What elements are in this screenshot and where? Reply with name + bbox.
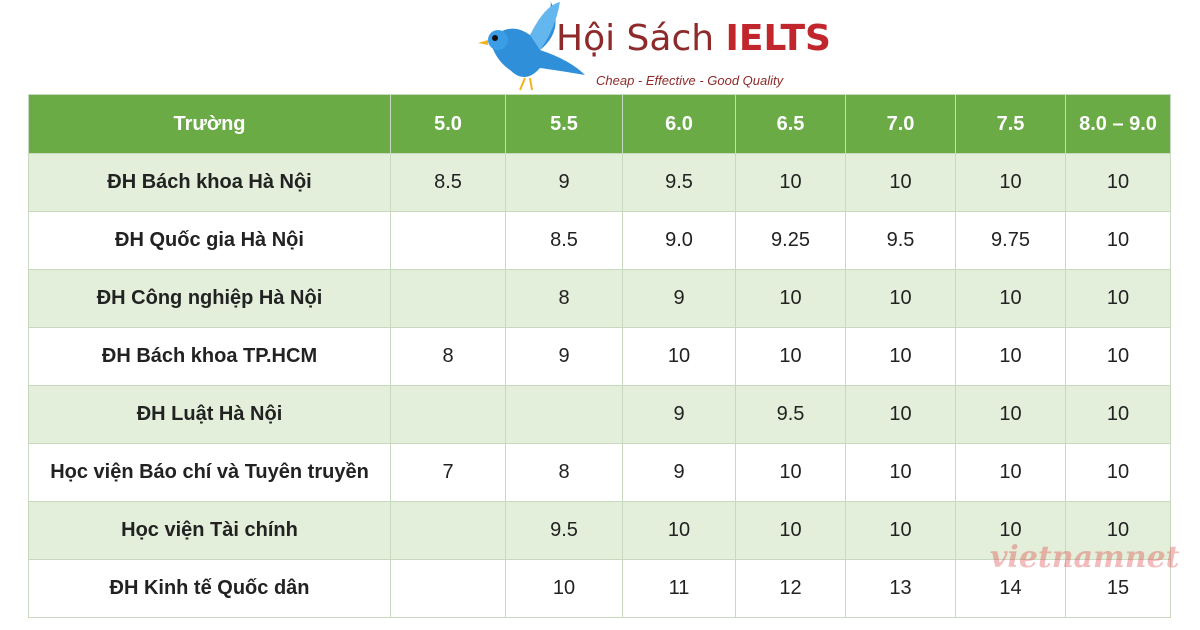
score-cell: 10 (1065, 385, 1171, 444)
score-cell: 10 (505, 559, 623, 618)
score-cell: 9.25 (735, 211, 846, 270)
school-name: ĐH Kinh tế Quốc dân (28, 559, 391, 618)
score-cell: 15 (1065, 559, 1171, 618)
score-cell: 9.0 (622, 211, 736, 270)
score-cell: 9.75 (955, 211, 1066, 270)
table-row: ĐH Bách khoa Hà Nội 8.5 9 9.5 10 10 10 10 (28, 153, 1171, 212)
score-cell: 10 (845, 269, 956, 328)
school-name: ĐH Bách khoa TP.HCM (28, 327, 391, 386)
score-cell: 11 (622, 559, 736, 618)
school-name: ĐH Luật Hà Nội (28, 385, 391, 444)
column-header: 8.0 – 9.0 (1065, 94, 1171, 154)
score-cell (390, 211, 506, 270)
header-row: Trường 5.0 5.5 6.0 6.5 7.0 7.5 8.0 – 9.0 (28, 94, 1171, 154)
bird-logo (478, 0, 585, 91)
score-cell: 10 (955, 385, 1066, 444)
score-cell: 10 (622, 501, 736, 560)
score-cell (390, 269, 506, 328)
score-cell: 10 (735, 269, 846, 328)
score-cell: 10 (735, 327, 846, 386)
score-cell: 9 (622, 269, 736, 328)
score-cell: 9.5 (622, 153, 736, 212)
score-cell: 10 (1065, 153, 1171, 212)
table-row: Học viện Tài chính 9.5 10 10 10 10 10 (28, 501, 1171, 560)
score-cell: 10 (1065, 269, 1171, 328)
score-cell: 8 (505, 443, 623, 502)
score-cell: 10 (1065, 501, 1171, 560)
score-cell: 9 (622, 443, 736, 502)
score-cell: 9 (622, 385, 736, 444)
brand-name: Hội Sách (556, 18, 715, 59)
tagline: Cheap - Effective - Good Quality (596, 73, 784, 88)
column-header: Trường (28, 94, 391, 154)
score-cell: 8 (390, 327, 506, 386)
school-name: ĐH Bách khoa Hà Nội (28, 153, 391, 212)
score-cell: 10 (845, 153, 956, 212)
score-cell: 10 (735, 443, 846, 502)
score-cell (390, 559, 506, 618)
score-cell: 10 (1065, 211, 1171, 270)
score-cell: 10 (1065, 327, 1171, 386)
score-cell: 10 (1065, 443, 1171, 502)
score-cell: 10 (955, 327, 1066, 386)
brand: Hội Sách IELTS (556, 18, 831, 59)
score-cell (390, 501, 506, 560)
score-cell: 9.5 (735, 385, 846, 444)
score-cell: 9.5 (845, 211, 956, 270)
score-cell: 10 (845, 501, 956, 560)
score-cell: 8.5 (505, 211, 623, 270)
score-cell: 10 (955, 153, 1066, 212)
score-table: Trường 5.0 5.5 6.0 6.5 7.0 7.5 8.0 – 9.0 ĐH Bác… (28, 94, 1171, 618)
column-header: 5.0 (390, 94, 506, 154)
table-row: ĐH Kinh tế Quốc dân 10 11 12 13 14 15 (28, 559, 1171, 618)
table-row: ĐH Công nghiệp Hà Nội 8 9 10 10 10 10 (28, 269, 1171, 328)
score-cell: 10 (845, 443, 956, 502)
score-cell (505, 385, 623, 444)
score-cell: 9.5 (505, 501, 623, 560)
score-cell (390, 385, 506, 444)
table-row: ĐH Quốc gia Hà Nội 8.5 9.0 9.25 9.5 9.75 10 (28, 211, 1171, 270)
school-name: ĐH Quốc gia Hà Nội (28, 211, 391, 270)
school-name: Học viện Tài chính (28, 501, 391, 560)
brand-ielts: IELTS (725, 18, 831, 59)
score-cell: 8.5 (390, 153, 506, 212)
score-cell: 10 (735, 153, 846, 212)
score-cell: 14 (955, 559, 1066, 618)
table-row: ĐH Bách khoa TP.HCM 8 9 10 10 10 10 10 (28, 327, 1171, 386)
score-cell: 10 (735, 501, 846, 560)
school-name: ĐH Công nghiệp Hà Nội (28, 269, 391, 328)
score-cell: 8 (505, 269, 623, 328)
column-header: 7.0 (845, 94, 956, 154)
column-header: 6.5 (735, 94, 846, 154)
score-cell: 10 (955, 269, 1066, 328)
column-header: 6.0 (622, 94, 736, 154)
score-cell: 13 (845, 559, 956, 618)
score-cell: 10 (845, 327, 956, 386)
score-cell: 12 (735, 559, 846, 618)
score-cell: 10 (955, 443, 1066, 502)
column-header: 7.5 (955, 94, 1066, 154)
score-cell: 10 (955, 501, 1066, 560)
score-cell: 10 (845, 385, 956, 444)
score-cell: 9 (505, 153, 623, 212)
table-row: ĐH Luật Hà Nội 9 9.5 10 10 10 (28, 385, 1171, 444)
score-cell: 7 (390, 443, 506, 502)
table-row: Học viện Báo chí và Tuyên truyền 7 8 9 10 10 1… (28, 443, 1171, 502)
school-name: Học viện Báo chí và Tuyên truyền (28, 443, 391, 502)
score-cell: 10 (622, 327, 736, 386)
column-header: 5.5 (505, 94, 623, 154)
score-cell: 9 (505, 327, 623, 386)
